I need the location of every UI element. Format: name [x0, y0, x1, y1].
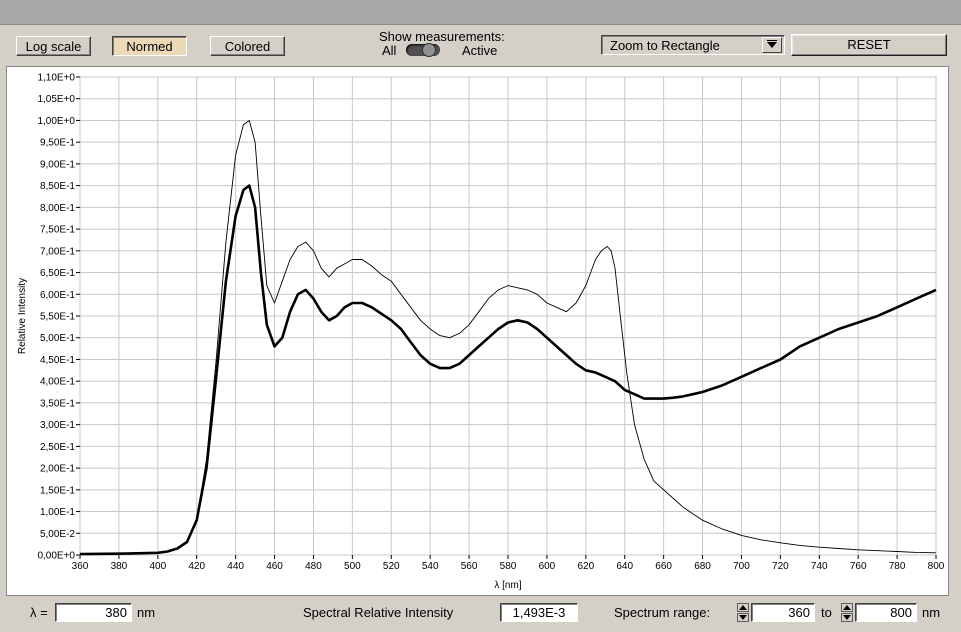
y-tick-label: 5,00E-1	[40, 333, 75, 344]
spin-up-icon[interactable]	[737, 603, 749, 612]
y-tick-label: 3,50E-1	[40, 398, 75, 409]
y-tick-label: 6,50E-1	[40, 268, 75, 279]
spin-up-icon[interactable]	[841, 603, 853, 612]
x-tick-label: 800	[928, 561, 945, 572]
toggle-knob[interactable]	[422, 43, 436, 57]
range-to-label: to	[821, 605, 832, 620]
x-tick-label: 540	[422, 561, 439, 572]
y-tick-label: 8,00E-1	[40, 203, 75, 214]
spectrum-range-label: Spectrum range:	[614, 605, 711, 620]
x-tick-label: 420	[188, 561, 205, 572]
y-tick-label: 7,00E-1	[40, 246, 75, 257]
y-tick-label: 6,00E-1	[40, 290, 75, 301]
zoom-mode-dropdown[interactable]: Zoom to Rectangle	[601, 35, 785, 55]
x-tick-label: 740	[811, 561, 828, 572]
y-tick-label: 7,50E-1	[40, 225, 75, 236]
x-tick-label: 480	[305, 561, 322, 572]
y-tick-label: 3,00E-1	[40, 420, 75, 431]
x-tick-label: 440	[227, 561, 244, 572]
x-tick-label: 780	[889, 561, 906, 572]
x-tick-label: 500	[344, 561, 361, 572]
x-axis-label: λ [nm]	[494, 580, 521, 591]
x-tick-label: 680	[694, 561, 711, 572]
x-tick-label: 700	[733, 561, 750, 572]
normed-button[interactable]: Normed	[112, 36, 187, 56]
y-tick-label: 1,10E+0	[37, 73, 75, 84]
measurements-toggle[interactable]	[406, 43, 440, 57]
x-tick-label: 720	[772, 561, 789, 572]
show-measurements-label: Show measurements:	[379, 29, 505, 44]
range-to-spinner[interactable]	[841, 603, 853, 622]
lambda-label: λ =	[30, 605, 48, 620]
x-tick-label: 460	[266, 561, 283, 572]
y-tick-label: 1,00E-1	[40, 507, 75, 518]
y-axis-label: Relative Intensity	[17, 278, 28, 354]
series-line-thin	[79, 120, 937, 555]
toggle-all-label: All	[382, 43, 397, 58]
y-tick-label: 5,50E-1	[40, 312, 75, 323]
y-tick-label: 0,00E+0	[37, 551, 75, 562]
reset-button[interactable]: RESET	[791, 34, 947, 56]
toggle-active-label: Active	[462, 43, 498, 58]
spin-down-icon[interactable]	[841, 613, 853, 622]
chevron-down-icon[interactable]	[762, 37, 782, 53]
x-tick-label: 620	[577, 561, 594, 572]
x-tick-label: 380	[111, 561, 128, 572]
x-tick-label: 560	[461, 561, 478, 572]
y-tick-label: 8,50E-1	[40, 181, 75, 192]
y-axis-ticks: 0,00E+0 5,00E-2 1,00E-1 1,50E-1 2,00E-1 2,50E…	[37, 73, 80, 562]
title-bar	[0, 0, 961, 25]
range-from-input[interactable]: 360	[751, 603, 815, 622]
log-scale-button[interactable]: Log scale	[16, 36, 91, 56]
x-tick-label: 360	[72, 561, 89, 572]
y-tick-label: 1,00E+0	[37, 116, 75, 127]
x-tick-label: 400	[149, 561, 166, 572]
x-tick-label: 580	[500, 561, 517, 572]
chart-series	[79, 120, 937, 556]
zoom-mode-value: Zoom to Rectangle	[610, 38, 720, 53]
x-tick-label: 660	[655, 561, 672, 572]
y-tick-label: 9,50E-1	[40, 138, 75, 149]
y-tick-label: 1,05E+0	[37, 94, 75, 105]
lambda-unit: nm	[137, 605, 156, 620]
colored-button[interactable]: Colored	[210, 36, 285, 56]
chart-grid	[79, 76, 937, 556]
intensity-value: 1,493E-3	[500, 603, 578, 622]
x-tick-label: 520	[383, 561, 400, 572]
y-tick-label: 2,00E-1	[40, 464, 75, 475]
x-tick-label: 760	[850, 561, 867, 572]
y-tick-label: 4,50E-1	[40, 355, 75, 366]
range-from-spinner[interactable]	[737, 603, 749, 622]
range-unit: nm	[922, 605, 941, 620]
series-line-thick	[79, 184, 937, 556]
intensity-label: Spectral Relative Intensity	[303, 605, 454, 620]
y-tick-label: 2,50E-1	[40, 442, 75, 453]
lambda-input[interactable]: 380	[55, 603, 132, 622]
y-tick-label: 1,50E-1	[40, 485, 75, 496]
x-axis-ticks: 360 380 400 420 440 460 480 500 520 540 560 580 600 6…	[72, 555, 945, 572]
x-tick-label: 640	[616, 561, 633, 572]
y-tick-label: 9,00E-1	[40, 159, 75, 170]
spin-down-icon[interactable]	[737, 613, 749, 622]
range-to-input[interactable]: 800	[855, 603, 917, 622]
y-tick-label: 4,00E-1	[40, 377, 75, 388]
x-tick-label: 600	[539, 561, 556, 572]
y-tick-label: 5,00E-2	[40, 529, 75, 540]
